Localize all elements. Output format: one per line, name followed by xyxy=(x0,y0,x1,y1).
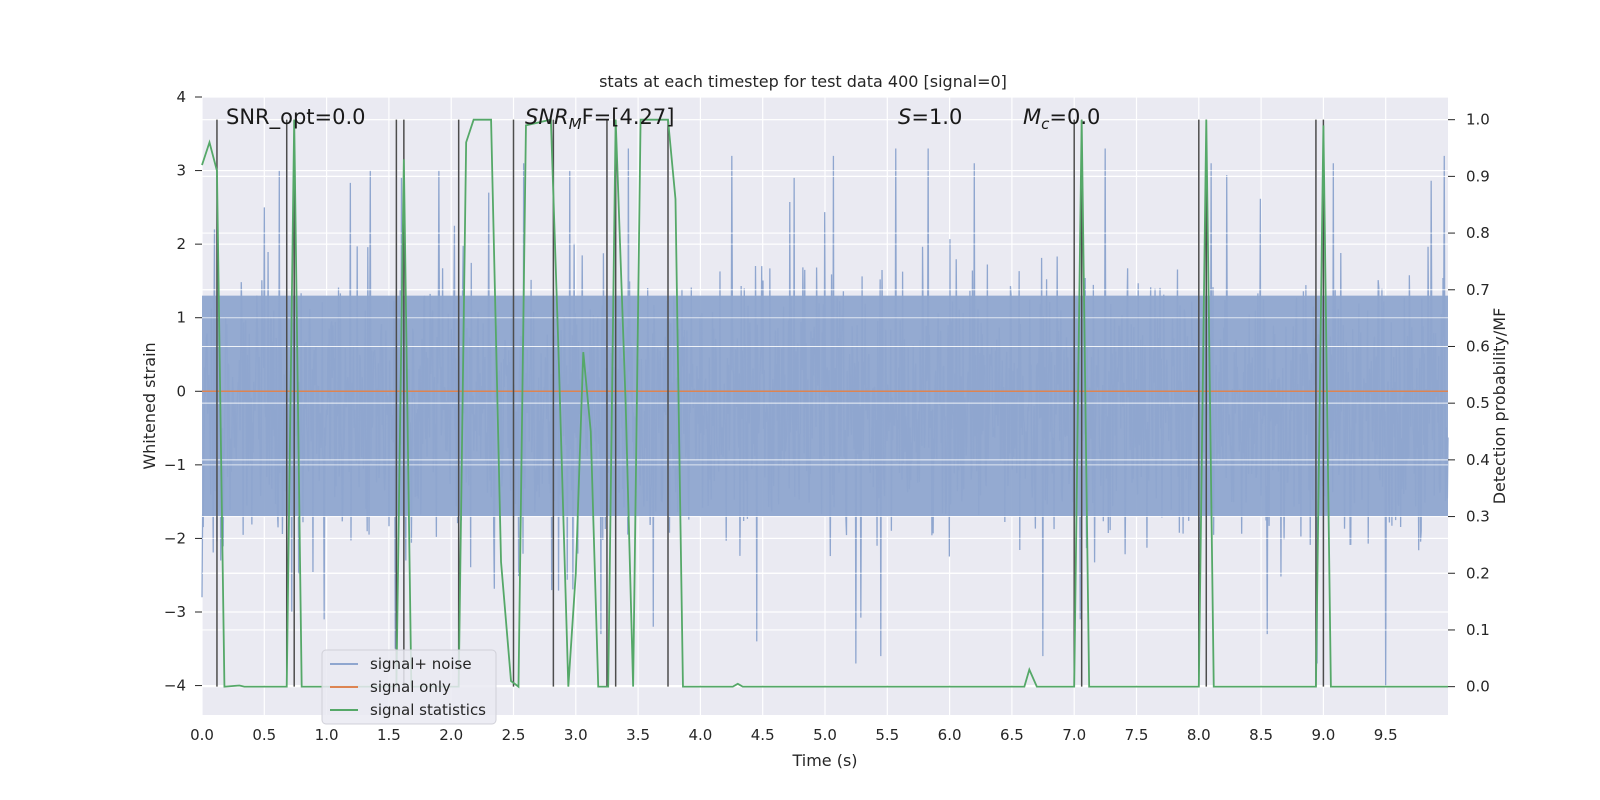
annotation-snr-mf: SNRMF=[4.27] xyxy=(525,105,674,133)
y-right-axis-ticks: 1.0 0.9 0.8 0.7 0.6 0.5 0.4 0.3 0.2 0.1 0.0 xyxy=(1448,111,1490,696)
x-tick-label: 0.5 xyxy=(252,726,276,744)
y-right-tick-label: 1.0 xyxy=(1466,111,1490,129)
x-tick-label: 1.5 xyxy=(377,726,401,744)
y-right-tick-label: 0.8 xyxy=(1466,224,1490,242)
annotation-mc-subscript: c xyxy=(1041,115,1050,133)
annotation-s: S=1.0 xyxy=(898,105,962,129)
x-tick-label: 1.0 xyxy=(315,726,339,744)
y-right-tick-label: 0.2 xyxy=(1466,564,1490,582)
legend-label-signal-statistics: signal statistics xyxy=(370,701,486,719)
x-axis-label: Time (s) xyxy=(791,751,857,770)
y-right-tick-label: 0.0 xyxy=(1466,678,1490,696)
y-left-tick-label: 2 xyxy=(176,235,186,253)
y-left-tick-label: −4 xyxy=(164,677,186,695)
x-tick-label: 3.0 xyxy=(564,726,588,744)
x-tick-label: 7.5 xyxy=(1125,726,1149,744)
x-tick-label: 0.0 xyxy=(190,726,214,744)
x-tick-label: 9.5 xyxy=(1374,726,1398,744)
x-tick-label: 2.0 xyxy=(439,726,463,744)
annotation-mc-symbol: M xyxy=(1023,105,1041,129)
y-left-tick-label: 4 xyxy=(176,88,186,106)
annotation-s-value: =1.0 xyxy=(911,105,962,129)
y-right-tick-label: 0.3 xyxy=(1466,508,1490,526)
y-right-tick-label: 0.4 xyxy=(1466,451,1490,469)
x-tick-label: 8.5 xyxy=(1249,726,1273,744)
x-tick-label: 9.0 xyxy=(1311,726,1335,744)
x-tick-label: 6.5 xyxy=(1000,726,1024,744)
y-left-tick-label: 1 xyxy=(176,309,186,327)
y-left-tick-label: −2 xyxy=(164,529,186,547)
x-tick-label: 2.5 xyxy=(502,726,526,744)
annotation-mc: Mc=0.0 xyxy=(1023,105,1100,133)
legend-label-signal-noise: signal+ noise xyxy=(370,655,472,673)
x-tick-label: 4.5 xyxy=(751,726,775,744)
y-right-tick-label: 0.5 xyxy=(1466,394,1490,412)
annotation-snr-opt: SNR_opt=0.0 xyxy=(226,105,366,130)
legend: signal+ noise signal only signal statist… xyxy=(321,649,497,725)
annotation-s-symbol: S xyxy=(898,105,911,129)
x-tick-label: 5.0 xyxy=(813,726,837,744)
y-right-tick-label: 0.1 xyxy=(1466,621,1490,639)
y-left-axis-label: Whitened strain xyxy=(140,342,159,469)
x-tick-label: 6.0 xyxy=(938,726,962,744)
x-tick-label: 5.5 xyxy=(875,726,899,744)
legend-label-signal-only: signal only xyxy=(370,678,451,696)
annotation-snr-mf-value: F=[4.27] xyxy=(582,105,675,129)
y-left-tick-label: 0 xyxy=(176,382,186,400)
annotation-mc-value: =0.0 xyxy=(1049,105,1100,129)
annotation-snr-mf-symbol: SNR xyxy=(525,105,569,129)
x-axis-ticks: 0.0 0.5 1.0 1.5 2.0 2.5 3.0 3.5 4.0 4.5 5.0 5.5 6.0 6… xyxy=(190,726,1398,744)
y-left-tick-label: −1 xyxy=(164,456,186,474)
annotation-snr-mf-subscript: M xyxy=(569,115,582,133)
y-right-tick-label: 0.7 xyxy=(1466,281,1490,299)
legend-box xyxy=(321,649,497,725)
x-tick-label: 8.0 xyxy=(1187,726,1211,744)
signal-noise-series xyxy=(201,96,1449,688)
y-right-axis-label: Detection probability/MF xyxy=(1490,308,1509,505)
y-right-tick-label: 0.6 xyxy=(1466,337,1490,355)
y-left-tick-label: 3 xyxy=(176,162,186,180)
y-left-tick-label: −3 xyxy=(164,603,186,621)
y-left-axis-ticks: 4 3 2 1 0 −1 −2 −3 −4 xyxy=(164,88,202,695)
y-right-tick-label: 0.9 xyxy=(1466,167,1490,185)
chart-title: stats at each timestep for test data 400… xyxy=(599,72,1007,91)
x-tick-label: 4.0 xyxy=(688,726,712,744)
x-tick-label: 7.0 xyxy=(1062,726,1086,744)
x-tick-label: 3.5 xyxy=(626,726,650,744)
